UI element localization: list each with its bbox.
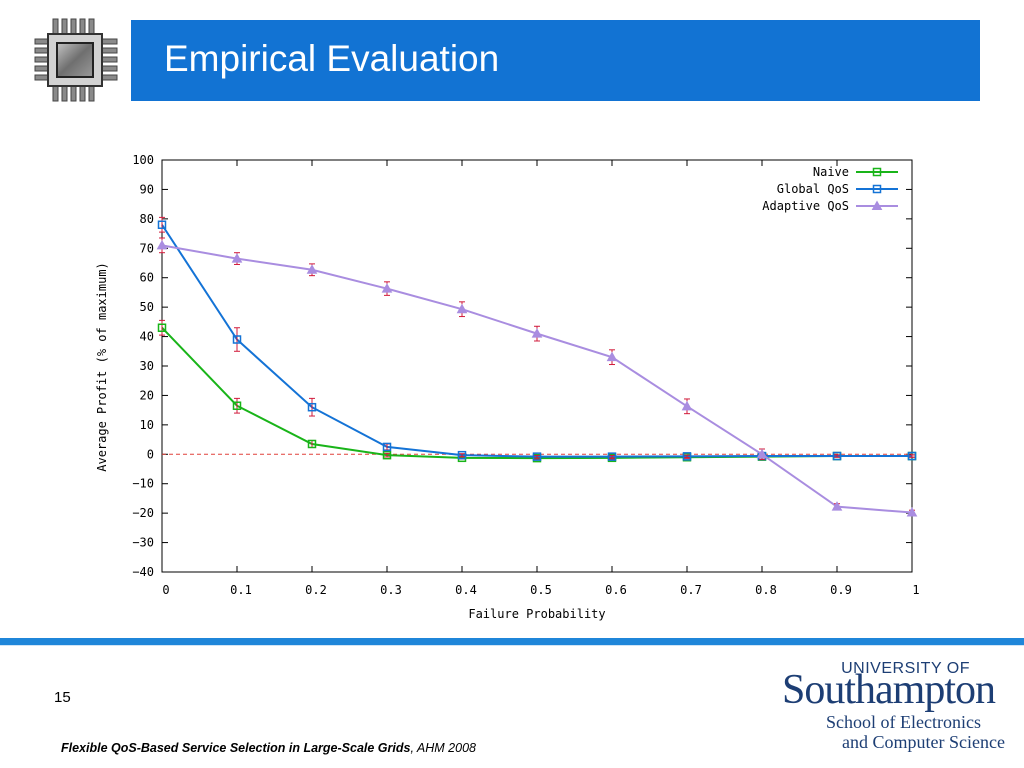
series-naive <box>157 319 917 463</box>
y-tick-label: −40 <box>132 565 154 579</box>
citation: Flexible QoS-Based Service Selection in … <box>61 741 476 755</box>
title-bar: Empirical Evaluation <box>131 20 980 101</box>
citation-venue: , AHM 2008 <box>410 741 476 755</box>
y-axis-label: Average Profit (% of maximum) <box>95 262 109 472</box>
chart-series <box>156 216 918 517</box>
x-axis-label: Failure Probability <box>468 607 605 621</box>
data-point <box>157 220 167 229</box>
y-tick-label: −30 <box>132 536 154 550</box>
y-tick-label: 60 <box>140 271 154 285</box>
data-point <box>307 439 317 449</box>
legend-label: Naive <box>813 165 849 179</box>
university-of-label: UNIVERSITY OF <box>841 660 970 677</box>
school-name-line-2: and Computer Science <box>842 732 1005 752</box>
y-tick-label: −20 <box>132 506 154 520</box>
data-point <box>306 264 318 274</box>
data-point <box>531 328 543 338</box>
y-tick-label: 90 <box>140 182 154 196</box>
legend-label: Global QoS <box>777 182 849 196</box>
data-point <box>307 402 317 412</box>
footer-divider <box>0 638 1024 645</box>
data-point <box>231 253 243 263</box>
data-point <box>832 451 842 461</box>
x-tick-label: 0.1 <box>230 583 252 597</box>
x-tick-label: 0.6 <box>605 583 627 597</box>
data-point <box>681 400 693 411</box>
series-line <box>161 327 912 460</box>
y-tick-label: 40 <box>140 330 154 344</box>
y-tick-label: 100 <box>132 153 154 167</box>
y-tick-label: 0 <box>147 447 154 461</box>
footer-divider-shadow <box>0 645 1024 646</box>
y-tick-label: 30 <box>140 359 154 373</box>
y-tick-label: −10 <box>132 477 154 491</box>
data-point <box>382 442 392 452</box>
plot-frame <box>161 159 913 573</box>
slide-title: Empirical Evaluation <box>164 38 500 79</box>
data-point <box>382 450 392 460</box>
university-logo: UNIVERSITY OF Southampton School of Elec… <box>780 660 1010 760</box>
x-tick-label: 0.9 <box>830 583 852 597</box>
school-name-line-1: School of Electronics <box>826 712 981 732</box>
y-tick-label: 70 <box>140 241 154 255</box>
x-tick-label: 0.4 <box>455 583 477 597</box>
citation-title: Flexible QoS-Based Service Selection in … <box>61 741 411 755</box>
data-point <box>906 507 918 517</box>
data-point <box>157 323 167 332</box>
line-chart: −40 −30 −20 −10 0 10 20 30 40 50 60 70 80 90 100 0 0.1 0.… <box>95 153 920 621</box>
chart-axes: −40 −30 −20 −10 0 10 20 30 40 50 60 70 80 90 100 0 0.1 0.… <box>132 153 919 597</box>
data-point <box>872 184 882 194</box>
x-tick-label: 0 <box>162 583 169 597</box>
data-point <box>682 452 692 461</box>
chart-legend: Naive Global QoS Adaptive QoS <box>762 165 898 213</box>
x-tick-label: 1 <box>912 583 919 597</box>
chip-logo-icon <box>31 17 121 103</box>
legend-label: Adaptive QoS <box>762 199 849 213</box>
data-point <box>381 283 393 293</box>
x-tick-label: 0.3 <box>380 583 402 597</box>
series-line <box>161 244 913 514</box>
data-point <box>232 335 242 344</box>
data-point <box>532 452 542 461</box>
data-point <box>456 303 468 314</box>
data-point <box>457 450 467 460</box>
slide-number: 15 <box>54 689 71 706</box>
x-tick-label: 0.2 <box>305 583 327 597</box>
data-point <box>232 401 242 410</box>
y-tick-label: 80 <box>140 212 154 226</box>
university-name: Southampton <box>782 667 996 713</box>
data-point <box>756 448 768 459</box>
y-tick-label: 20 <box>140 388 154 402</box>
data-point <box>607 452 617 461</box>
y-tick-label: 50 <box>140 300 154 314</box>
x-tick-label: 0.7 <box>680 583 702 597</box>
x-tick-label: 0.8 <box>755 583 777 597</box>
data-point <box>872 167 882 177</box>
x-tick-label: 0.5 <box>530 583 552 597</box>
data-point <box>871 200 883 210</box>
data-point <box>831 501 843 511</box>
data-point <box>606 351 618 362</box>
y-tick-label: 10 <box>140 418 154 432</box>
series-adaptive-qos <box>156 237 918 517</box>
data-point <box>907 451 917 461</box>
data-point <box>156 239 168 250</box>
